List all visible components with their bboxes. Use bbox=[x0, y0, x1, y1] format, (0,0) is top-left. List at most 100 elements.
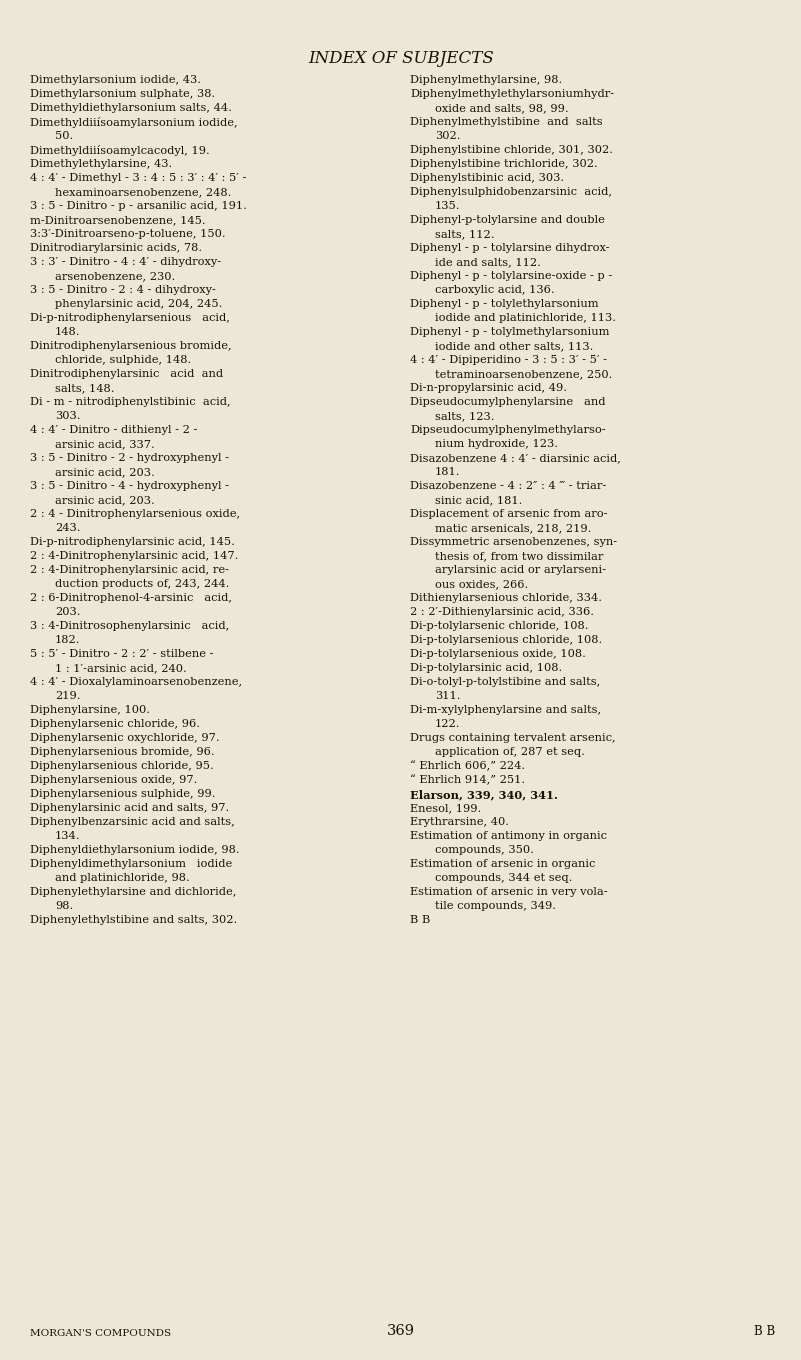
Text: Diphenylsulphidobenzarsinic  acid,: Diphenylsulphidobenzarsinic acid, bbox=[410, 188, 612, 197]
Text: B B: B B bbox=[754, 1325, 775, 1338]
Text: tile compounds, 349.: tile compounds, 349. bbox=[435, 900, 556, 911]
Text: 182.: 182. bbox=[55, 635, 80, 645]
Text: 219.: 219. bbox=[55, 691, 80, 700]
Text: Di-n-propylarsinic acid, 49.: Di-n-propylarsinic acid, 49. bbox=[410, 384, 567, 393]
Text: Di-p-tolylarsenious oxide, 108.: Di-p-tolylarsenious oxide, 108. bbox=[410, 649, 586, 660]
Text: 369: 369 bbox=[387, 1325, 415, 1338]
Text: Di-o-tolyl-p-tolylstibine and salts,: Di-o-tolyl-p-tolylstibine and salts, bbox=[410, 677, 600, 687]
Text: Dimethyldiiísoamylarsonium iodide,: Dimethyldiiísoamylarsonium iodide, bbox=[30, 117, 238, 128]
Text: Diphenylbenzarsinic acid and salts,: Diphenylbenzarsinic acid and salts, bbox=[30, 817, 235, 827]
Text: duction products of, 243, 244.: duction products of, 243, 244. bbox=[55, 579, 229, 589]
Text: Diphenyldiethylarsonium iodide, 98.: Diphenyldiethylarsonium iodide, 98. bbox=[30, 845, 239, 855]
Text: 181.: 181. bbox=[435, 466, 461, 477]
Text: Diphenylethylstibine and salts, 302.: Diphenylethylstibine and salts, 302. bbox=[30, 915, 237, 925]
Text: Diphenyldimethylarsonium   iodide: Diphenyldimethylarsonium iodide bbox=[30, 860, 232, 869]
Text: 3 : 5 - Dinitro - 4 - hydroxyphenyl -: 3 : 5 - Dinitro - 4 - hydroxyphenyl - bbox=[30, 481, 229, 491]
Text: arylarsinic acid or arylarseni-: arylarsinic acid or arylarseni- bbox=[435, 564, 606, 575]
Text: Diphenylarsenious oxide, 97.: Diphenylarsenious oxide, 97. bbox=[30, 775, 197, 785]
Text: Dinitrodiphenylarsinic   acid  and: Dinitrodiphenylarsinic acid and bbox=[30, 369, 223, 379]
Text: m-Dinitroarsenobenzene, 145.: m-Dinitroarsenobenzene, 145. bbox=[30, 215, 206, 224]
Text: arsenobenzene, 230.: arsenobenzene, 230. bbox=[55, 271, 175, 282]
Text: Dimethyldiethylarsonium salts, 44.: Dimethyldiethylarsonium salts, 44. bbox=[30, 103, 231, 113]
Text: Dimethylarsonium sulphate, 38.: Dimethylarsonium sulphate, 38. bbox=[30, 88, 215, 99]
Text: and platinichloride, 98.: and platinichloride, 98. bbox=[55, 873, 190, 883]
Text: 3 : 5 - Dinitro - p - arsanilic acid, 191.: 3 : 5 - Dinitro - p - arsanilic acid, 19… bbox=[30, 201, 247, 211]
Text: Dimethylarsonium iodide, 43.: Dimethylarsonium iodide, 43. bbox=[30, 75, 201, 84]
Text: 1 : 1′-arsinic acid, 240.: 1 : 1′-arsinic acid, 240. bbox=[55, 664, 187, 673]
Text: arsinic acid, 337.: arsinic acid, 337. bbox=[55, 439, 155, 449]
Text: sinic acid, 181.: sinic acid, 181. bbox=[435, 495, 522, 505]
Text: Erythrarsine, 40.: Erythrarsine, 40. bbox=[410, 817, 509, 827]
Text: application of, 287 et seq.: application of, 287 et seq. bbox=[435, 747, 585, 758]
Text: Di - m - nitrodiphenylstibinic  acid,: Di - m - nitrodiphenylstibinic acid, bbox=[30, 397, 231, 407]
Text: 302.: 302. bbox=[435, 131, 461, 141]
Text: 243.: 243. bbox=[55, 524, 80, 533]
Text: Diphenylmethylstibine  and  salts: Diphenylmethylstibine and salts bbox=[410, 117, 602, 126]
Text: Diphenylarsenious sulphide, 99.: Diphenylarsenious sulphide, 99. bbox=[30, 789, 215, 800]
Text: Disazobenzene 4 : 4′ - diarsinic acid,: Disazobenzene 4 : 4′ - diarsinic acid, bbox=[410, 453, 621, 462]
Text: 2 : 4 - Dinitrophenylarsenious oxide,: 2 : 4 - Dinitrophenylarsenious oxide, bbox=[30, 509, 240, 520]
Text: salts, 112.: salts, 112. bbox=[435, 228, 494, 239]
Text: 2 : 4-Dinitrophenylarsinic acid, re-: 2 : 4-Dinitrophenylarsinic acid, re- bbox=[30, 564, 229, 575]
Text: Diphenylethylarsine and dichloride,: Diphenylethylarsine and dichloride, bbox=[30, 887, 236, 898]
Text: arsinic acid, 203.: arsinic acid, 203. bbox=[55, 466, 155, 477]
Text: Dipseudocumylphenylarsine   and: Dipseudocumylphenylarsine and bbox=[410, 397, 606, 407]
Text: salts, 123.: salts, 123. bbox=[435, 411, 494, 422]
Text: Diphenylstibine chloride, 301, 302.: Diphenylstibine chloride, 301, 302. bbox=[410, 146, 613, 155]
Text: thesis of, from two dissimilar: thesis of, from two dissimilar bbox=[435, 551, 603, 560]
Text: INDEX OF SUBJECTS: INDEX OF SUBJECTS bbox=[308, 50, 494, 67]
Text: compounds, 350.: compounds, 350. bbox=[435, 845, 534, 855]
Text: matic arsenicals, 218, 219.: matic arsenicals, 218, 219. bbox=[435, 524, 591, 533]
Text: Diphenylarsenious bromide, 96.: Diphenylarsenious bromide, 96. bbox=[30, 747, 215, 758]
Text: 4 : 4′ - Dinitro - dithienyl - 2 -: 4 : 4′ - Dinitro - dithienyl - 2 - bbox=[30, 424, 197, 435]
Text: Diphenylarsinic acid and salts, 97.: Diphenylarsinic acid and salts, 97. bbox=[30, 802, 229, 813]
Text: Di-p-nitrodiphenylarsenious   acid,: Di-p-nitrodiphenylarsenious acid, bbox=[30, 313, 230, 324]
Text: Di-p-tolylarsenious chloride, 108.: Di-p-tolylarsenious chloride, 108. bbox=[410, 635, 602, 645]
Text: 134.: 134. bbox=[55, 831, 80, 840]
Text: 4 : 4′ - Dioxalylaminoarsenobenzene,: 4 : 4′ - Dioxalylaminoarsenobenzene, bbox=[30, 677, 242, 687]
Text: iodide and other salts, 113.: iodide and other salts, 113. bbox=[435, 341, 594, 351]
Text: B B: B B bbox=[410, 915, 430, 925]
Text: Diphenylarsenious chloride, 95.: Diphenylarsenious chloride, 95. bbox=[30, 762, 214, 771]
Text: Diphenylstibine trichloride, 302.: Diphenylstibine trichloride, 302. bbox=[410, 159, 598, 169]
Text: nium hydroxide, 123.: nium hydroxide, 123. bbox=[435, 439, 558, 449]
Text: Dipseudocumylphenylmethylarso-: Dipseudocumylphenylmethylarso- bbox=[410, 424, 606, 435]
Text: Enesol, 199.: Enesol, 199. bbox=[410, 802, 481, 813]
Text: 135.: 135. bbox=[435, 201, 461, 211]
Text: “ Ehrlich 914,” 251.: “ Ehrlich 914,” 251. bbox=[410, 775, 525, 786]
Text: arsinic acid, 203.: arsinic acid, 203. bbox=[55, 495, 155, 505]
Text: Estimation of antimony in organic: Estimation of antimony in organic bbox=[410, 831, 607, 840]
Text: 303.: 303. bbox=[55, 411, 80, 422]
Text: Di-p-tolylarsenic chloride, 108.: Di-p-tolylarsenic chloride, 108. bbox=[410, 622, 589, 631]
Text: phenylarsinic acid, 204, 245.: phenylarsinic acid, 204, 245. bbox=[55, 299, 223, 309]
Text: Diphenyl-p-tolylarsine and double: Diphenyl-p-tolylarsine and double bbox=[410, 215, 605, 224]
Text: Diphenylarsenic oxychloride, 97.: Diphenylarsenic oxychloride, 97. bbox=[30, 733, 219, 743]
Text: Diphenylstibinic acid, 303.: Diphenylstibinic acid, 303. bbox=[410, 173, 564, 184]
Text: 122.: 122. bbox=[435, 719, 461, 729]
Text: 98.: 98. bbox=[55, 900, 73, 911]
Text: tetraminoarsenobenzene, 250.: tetraminoarsenobenzene, 250. bbox=[435, 369, 613, 379]
Text: Dissymmetric arsenobenzenes, syn-: Dissymmetric arsenobenzenes, syn- bbox=[410, 537, 617, 547]
Text: 203.: 203. bbox=[55, 607, 80, 617]
Text: compounds, 344 et seq.: compounds, 344 et seq. bbox=[435, 873, 573, 883]
Text: 2 : 2′-Dithienylarsinic acid, 336.: 2 : 2′-Dithienylarsinic acid, 336. bbox=[410, 607, 594, 617]
Text: oxide and salts, 98, 99.: oxide and salts, 98, 99. bbox=[435, 103, 569, 113]
Text: Di-m-xylylphenylarsine and salts,: Di-m-xylylphenylarsine and salts, bbox=[410, 704, 601, 715]
Text: Di-p-tolylarsinic acid, 108.: Di-p-tolylarsinic acid, 108. bbox=[410, 664, 562, 673]
Text: Elarson, 339, 340, 341.: Elarson, 339, 340, 341. bbox=[410, 789, 557, 800]
Text: MORGAN'S COMPOUNDS: MORGAN'S COMPOUNDS bbox=[30, 1329, 171, 1338]
Text: 3 : 4-Dinitrosophenylarsinic   acid,: 3 : 4-Dinitrosophenylarsinic acid, bbox=[30, 622, 229, 631]
Text: 5 : 5′ - Dinitro - 2 : 2′ - stilbene -: 5 : 5′ - Dinitro - 2 : 2′ - stilbene - bbox=[30, 649, 214, 660]
Text: 4 : 4′ - Dimethyl - 3 : 4 : 5 : 3′ : 4′ : 5′ -: 4 : 4′ - Dimethyl - 3 : 4 : 5 : 3′ : 4′ … bbox=[30, 173, 247, 184]
Text: ide and salts, 112.: ide and salts, 112. bbox=[435, 257, 541, 267]
Text: 3 : 3′ - Dinitro - 4 : 4′ - dihydroxy-: 3 : 3′ - Dinitro - 4 : 4′ - dihydroxy- bbox=[30, 257, 221, 267]
Text: Diphenylmethylethylarsoniumhydr-: Diphenylmethylethylarsoniumhydr- bbox=[410, 88, 614, 99]
Text: Disazobenzene - 4 : 2″ : 4 ‴ - triar-: Disazobenzene - 4 : 2″ : 4 ‴ - triar- bbox=[410, 481, 606, 491]
Text: ous oxides, 266.: ous oxides, 266. bbox=[435, 579, 528, 589]
Text: iodide and platinichloride, 113.: iodide and platinichloride, 113. bbox=[435, 313, 616, 324]
Text: salts, 148.: salts, 148. bbox=[55, 384, 115, 393]
Text: Estimation of arsenic in organic: Estimation of arsenic in organic bbox=[410, 860, 595, 869]
Text: Diphenylarsenic chloride, 96.: Diphenylarsenic chloride, 96. bbox=[30, 719, 200, 729]
Text: Dimethylethylarsine, 43.: Dimethylethylarsine, 43. bbox=[30, 159, 172, 169]
Text: Diphenylarsine, 100.: Diphenylarsine, 100. bbox=[30, 704, 150, 715]
